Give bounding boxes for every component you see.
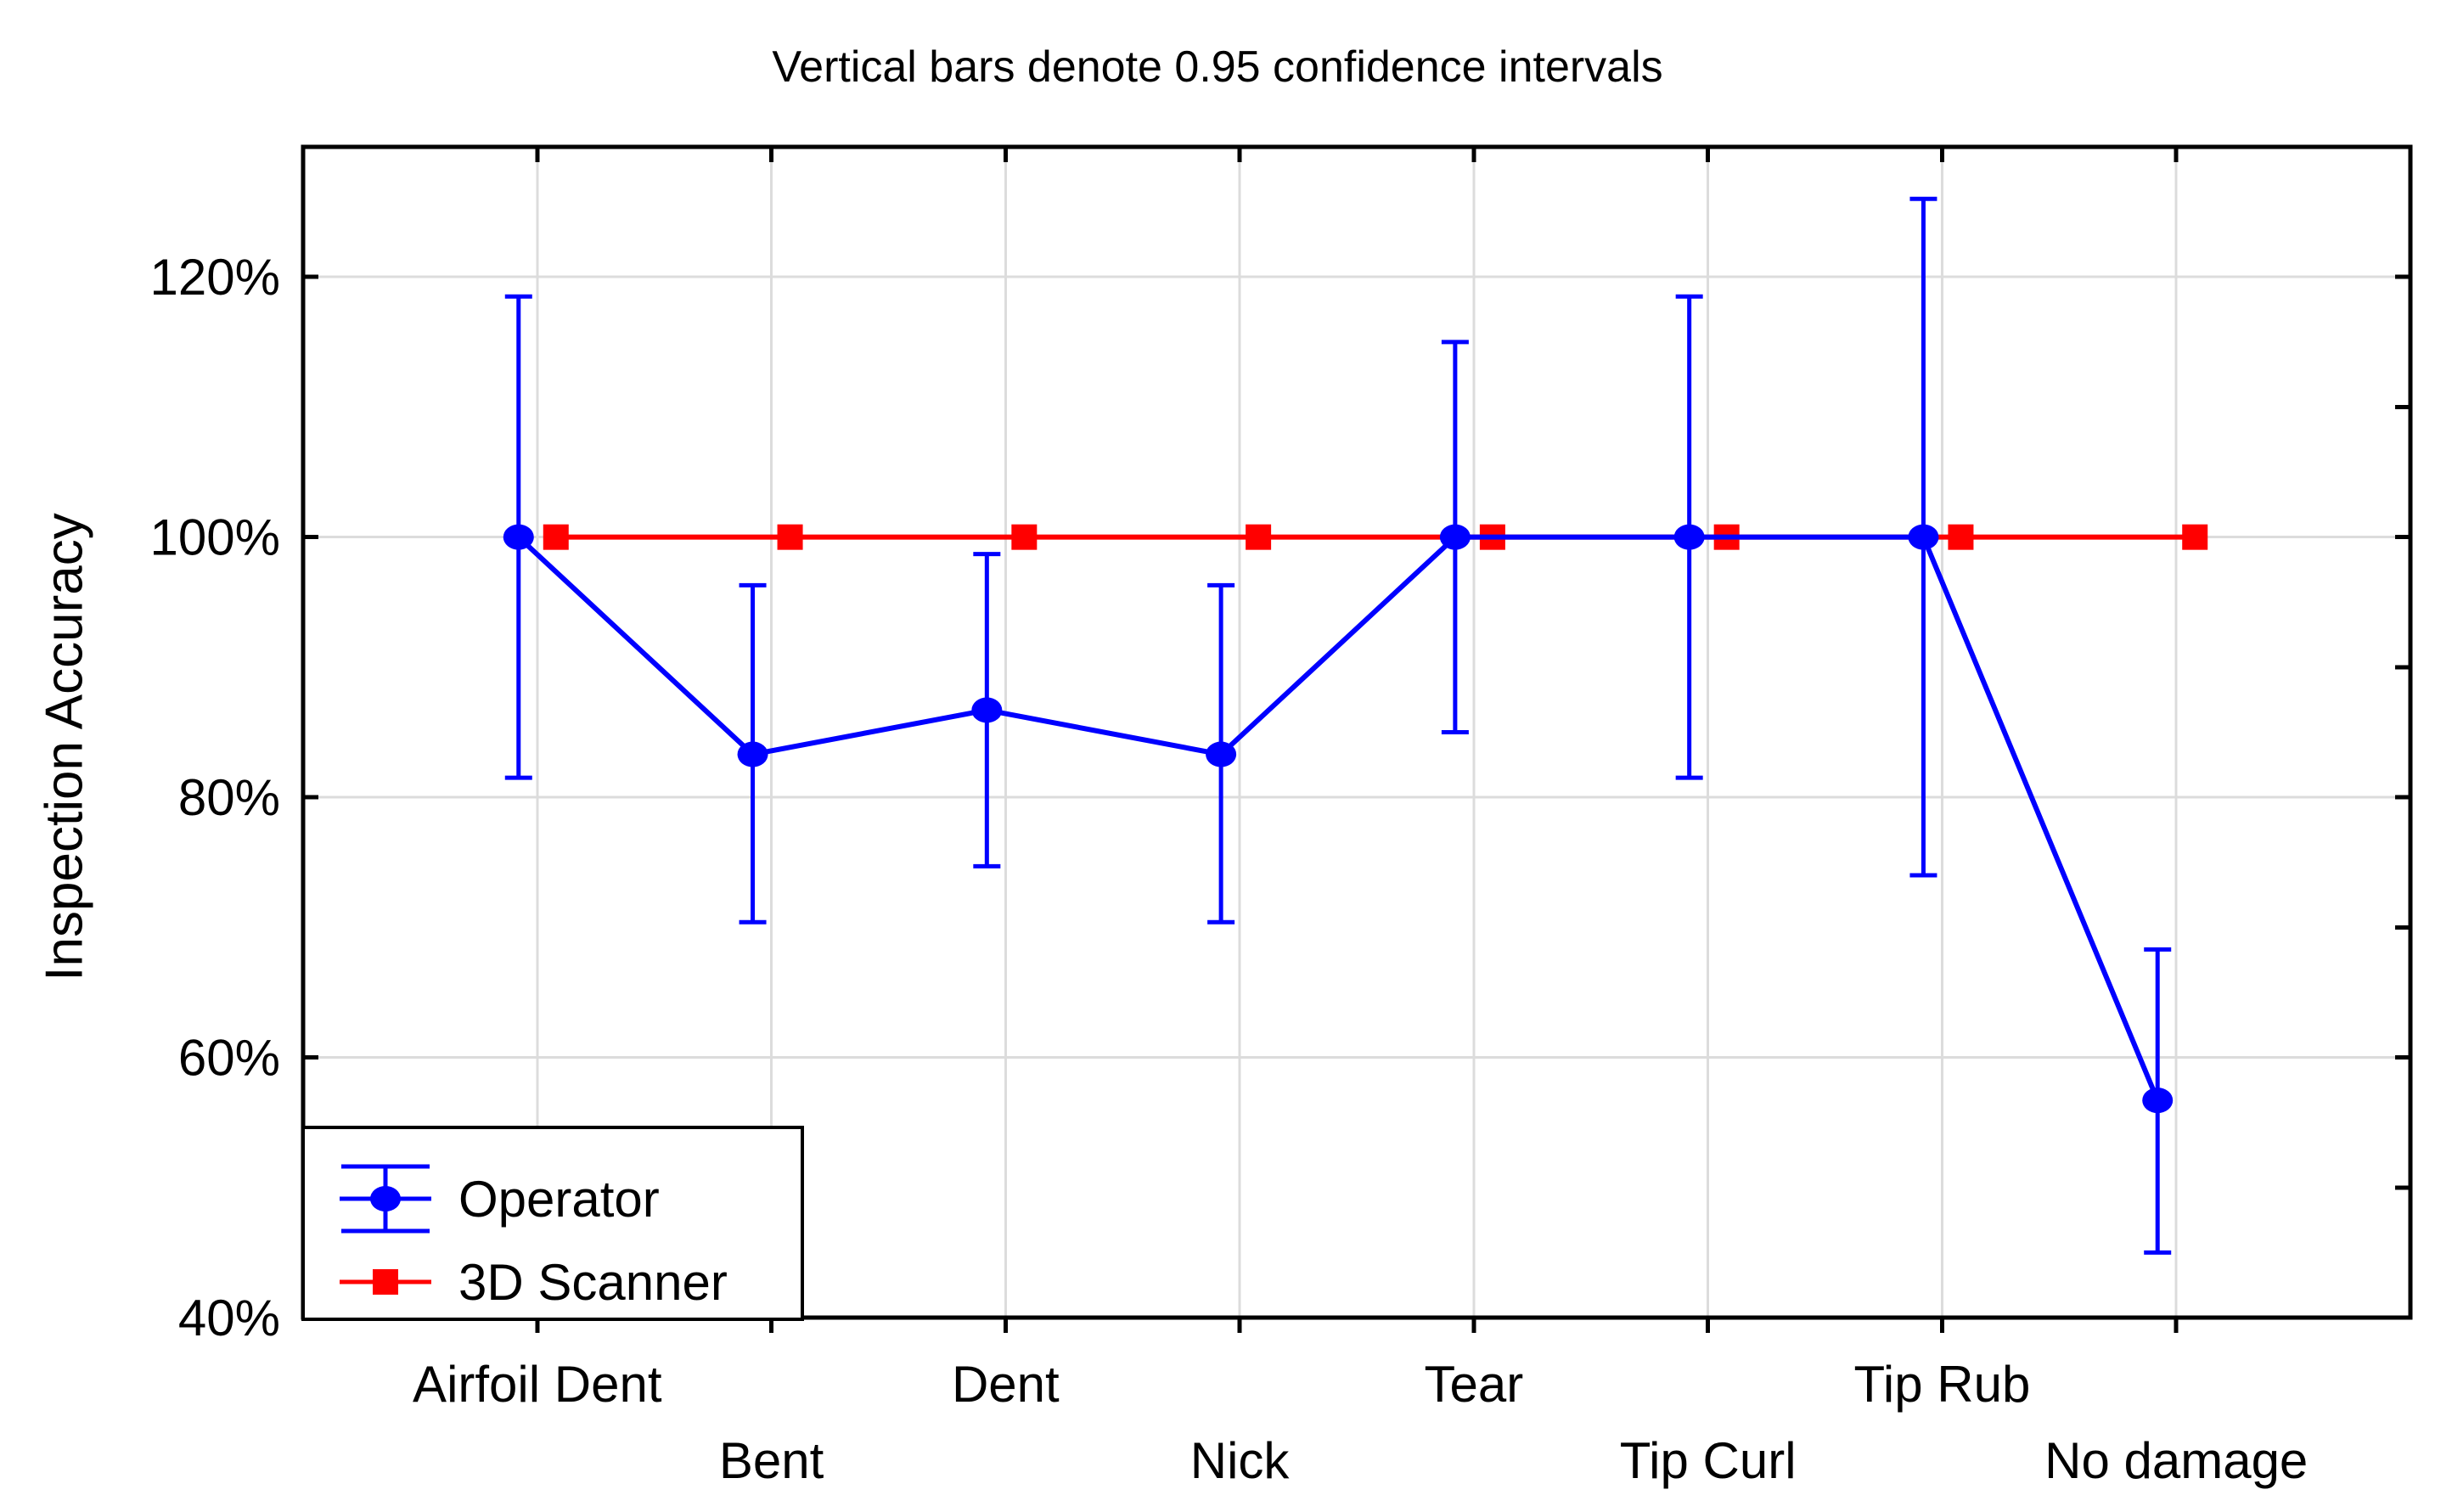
operator-marker — [971, 697, 1003, 723]
operator-marker — [503, 524, 534, 550]
plot-border — [301, 144, 2413, 1320]
y-tick-label: 60% — [178, 1030, 280, 1087]
x-category-label: Tear — [1425, 1356, 1524, 1413]
y-tick-label: 80% — [178, 769, 280, 826]
y-tick-label: 120% — [150, 249, 280, 306]
x-category-label: Dent — [952, 1356, 1060, 1413]
operator-marker — [1206, 741, 1237, 767]
operator-marker — [1673, 524, 1705, 550]
x-category-label: Bent — [719, 1432, 824, 1489]
scanner-marker — [543, 524, 569, 550]
legend-operator-marker — [370, 1186, 401, 1211]
operator-marker — [2142, 1088, 2174, 1114]
scanner-marker — [1948, 524, 1974, 550]
x-category-label: Nick — [1190, 1432, 1291, 1489]
chart-title: Vertical bars denote 0.95 confidence int… — [772, 42, 1662, 92]
operator-marker — [1908, 524, 1939, 550]
x-category-label: Airfoil Dent — [413, 1356, 662, 1413]
x-category-label: Tip Curl — [1620, 1432, 1797, 1489]
operator-marker — [737, 741, 768, 767]
legend-operator-label: Operator — [458, 1171, 660, 1228]
y-axis-title: Inspection Accuracy — [36, 513, 94, 981]
y-tick-label: 40% — [178, 1290, 280, 1346]
operator-marker — [1439, 524, 1471, 550]
legend-scanner-marker — [373, 1269, 398, 1295]
x-category-label: Tip Rub — [1854, 1356, 2031, 1413]
scanner-marker — [777, 524, 803, 550]
y-tick-label: 100% — [150, 509, 280, 566]
legend-scanner-label: 3D Scanner — [458, 1254, 728, 1311]
scanner-marker — [2182, 524, 2208, 550]
operator-series-line — [516, 534, 2160, 1102]
x-category-label: No damage — [2044, 1432, 2308, 1489]
scanner-marker — [1246, 524, 1272, 550]
scanner-marker — [1011, 524, 1038, 550]
